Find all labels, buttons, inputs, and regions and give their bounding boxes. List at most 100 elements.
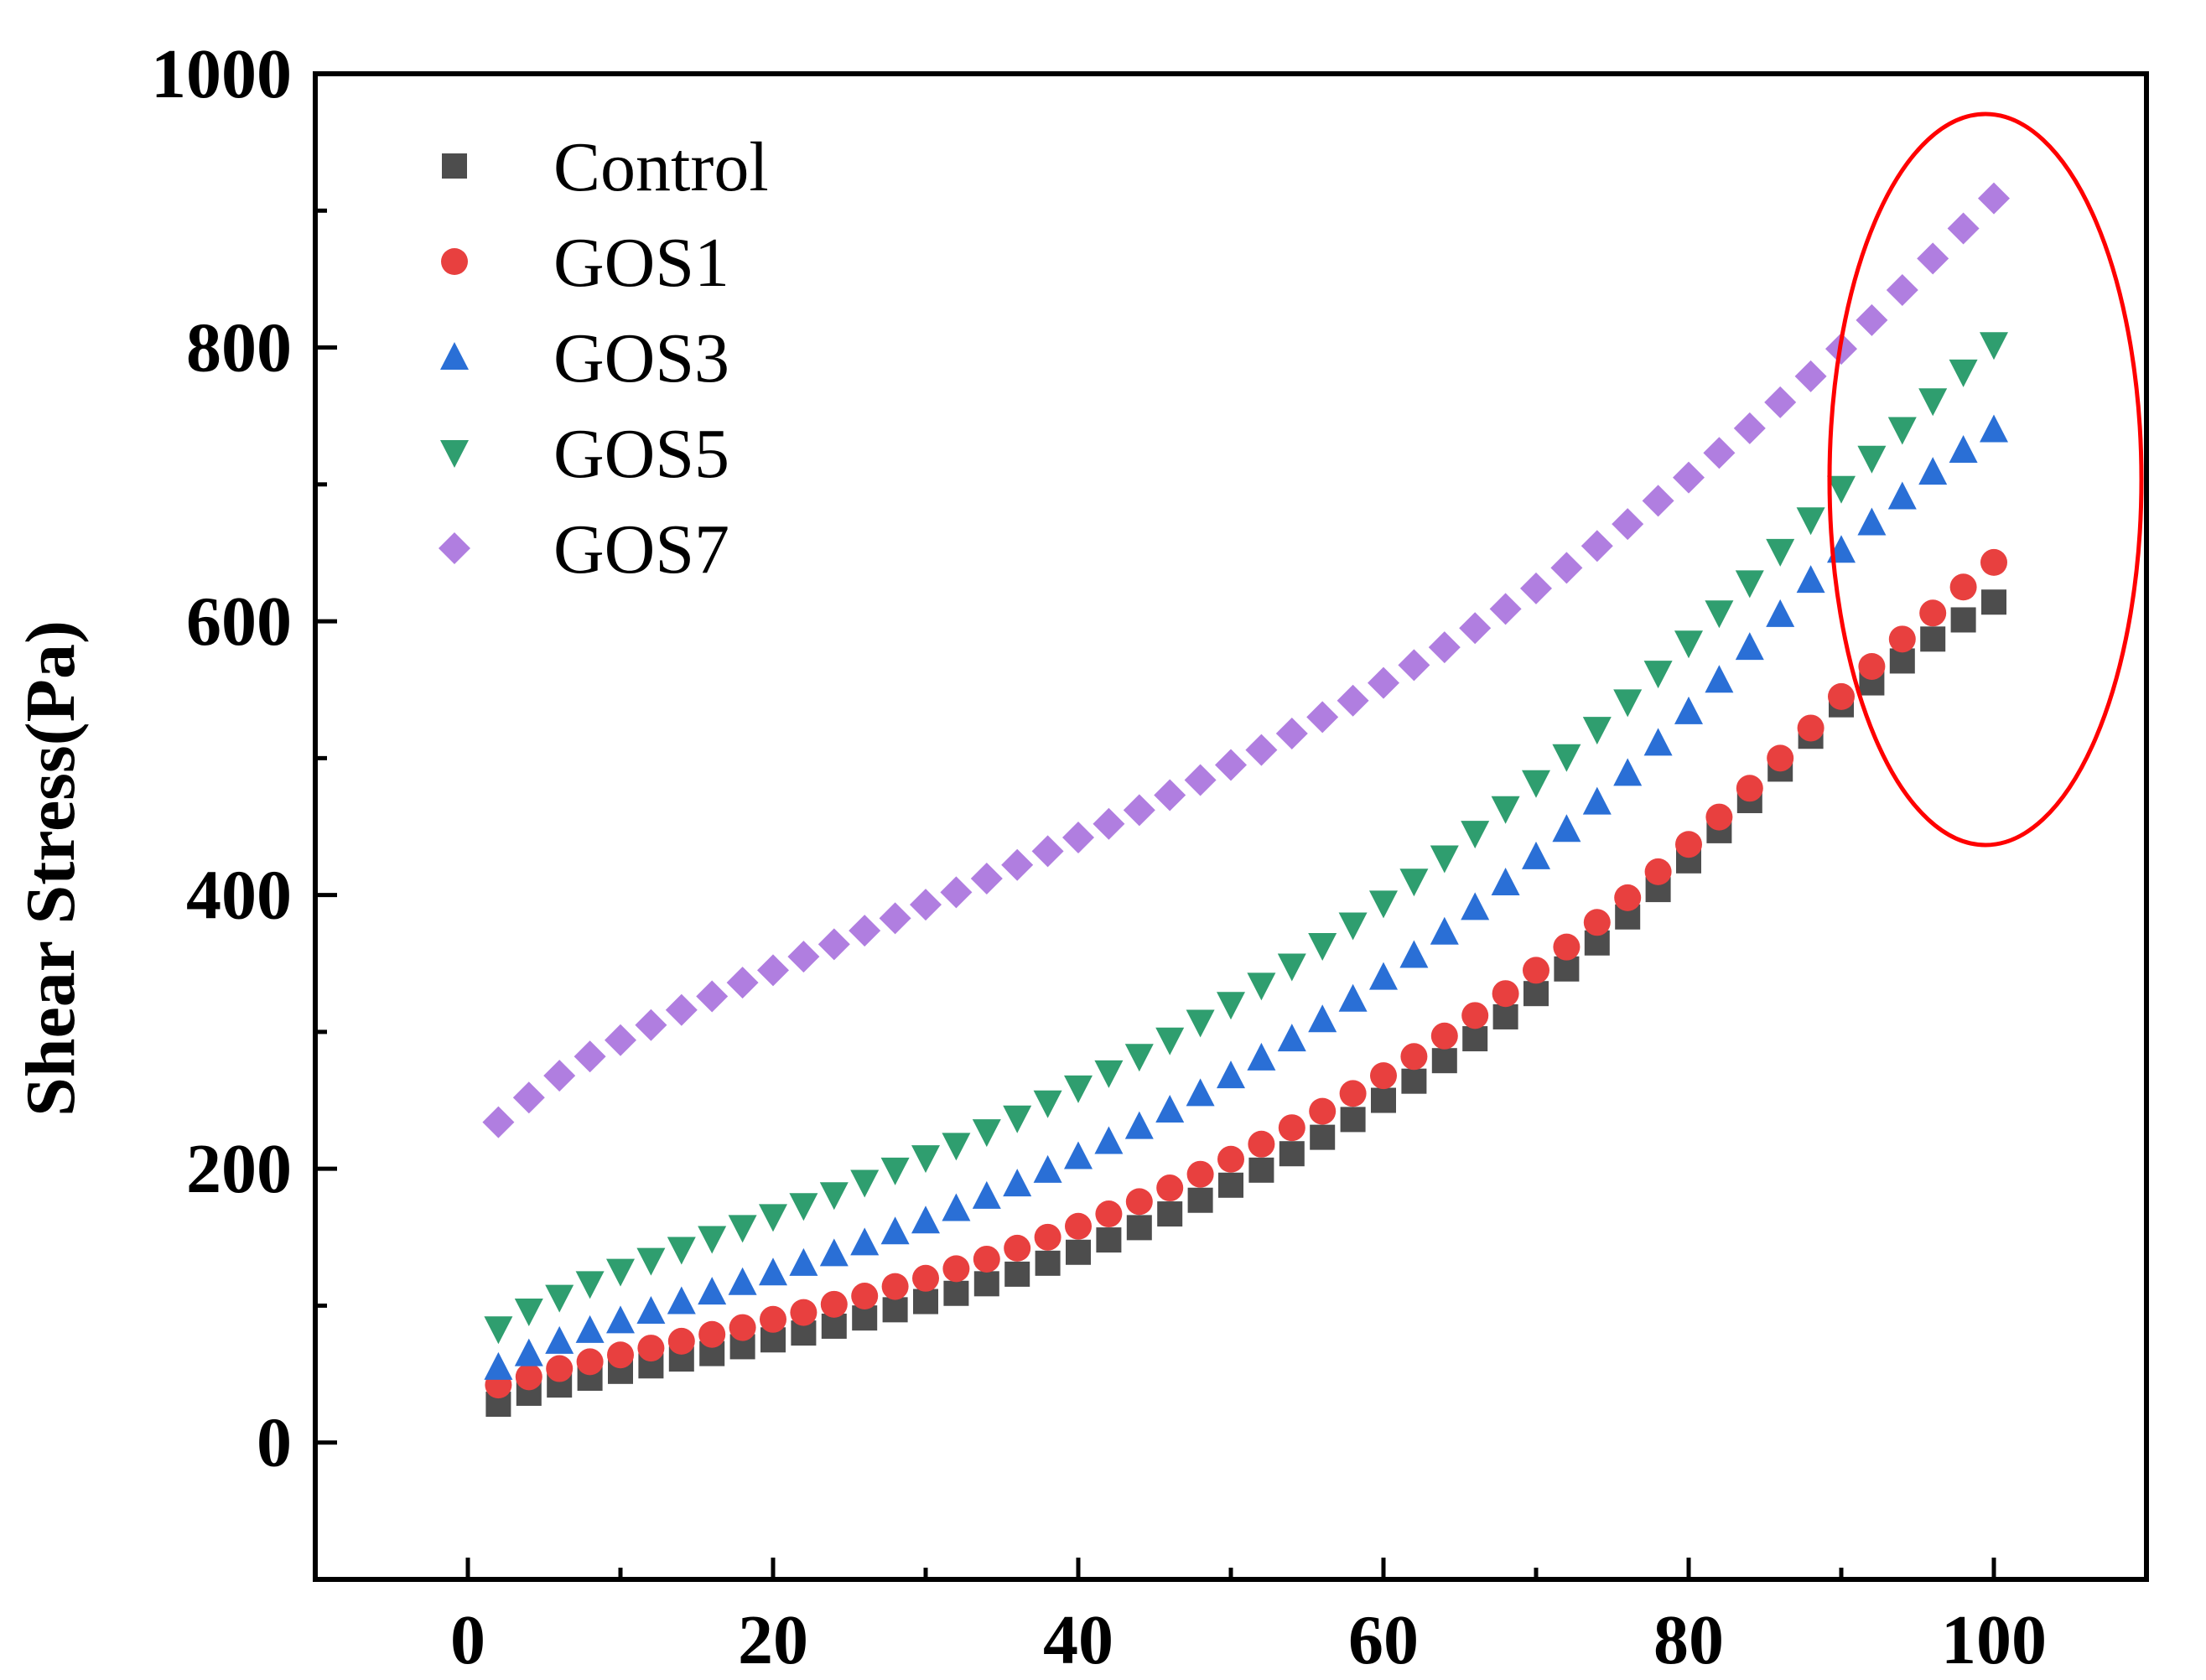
legend-marker — [440, 440, 469, 468]
data-point — [1033, 1154, 1062, 1183]
data-point — [1949, 435, 1978, 463]
data-point — [1156, 1174, 1184, 1202]
data-point — [515, 1363, 542, 1391]
data-point — [910, 889, 942, 921]
legend-item-control: Control — [442, 128, 769, 206]
data-point — [574, 1040, 606, 1073]
data-point — [576, 1348, 604, 1376]
data-point — [1643, 728, 1673, 756]
axes-layer: 0 200 400 600 800 1000 0 20 40 60 80 100 — [151, 35, 2047, 1679]
data-point — [1981, 589, 2006, 615]
data-point — [1552, 744, 1581, 772]
data-point — [1550, 552, 1583, 584]
data-point — [1735, 632, 1764, 661]
legend-marker — [442, 153, 467, 179]
data-point — [1705, 803, 1733, 831]
data-point — [818, 928, 850, 961]
data-point — [819, 1238, 849, 1267]
data-point — [787, 941, 820, 973]
data-point — [1187, 1187, 1213, 1213]
data-point — [973, 1245, 1000, 1273]
data-point — [545, 1284, 574, 1313]
data-point — [1065, 1212, 1092, 1240]
series-gos5 — [484, 332, 2008, 1345]
data-point — [972, 1119, 1001, 1148]
data-point — [1794, 360, 1827, 392]
data-point — [970, 863, 1003, 895]
data-point — [1522, 841, 1550, 869]
data-point — [1674, 630, 1703, 659]
data-point — [1003, 1169, 1032, 1197]
data-point — [850, 1169, 880, 1198]
data-point — [759, 1204, 787, 1232]
data-point — [484, 1316, 513, 1345]
data-point — [1644, 858, 1672, 885]
data-point — [1918, 457, 1948, 485]
data-point — [1371, 1087, 1396, 1113]
data-point — [1123, 794, 1155, 827]
data-point — [1674, 696, 1703, 724]
legend-item-gos7: GOS7 — [439, 511, 729, 589]
legend-marker — [440, 342, 469, 370]
x-tick-label: 60 — [1348, 1601, 1419, 1679]
data-point — [1399, 940, 1429, 968]
legend-label: Control — [553, 128, 769, 206]
y-axis-title: Shear Stress(Pa) — [12, 620, 90, 1117]
data-point — [1856, 303, 1888, 336]
data-point — [1430, 845, 1459, 874]
data-point — [1217, 992, 1245, 1020]
legend-marker — [439, 532, 470, 564]
data-point — [667, 1327, 695, 1355]
x-tick-label: 40 — [1043, 1601, 1113, 1679]
data-point — [1613, 758, 1643, 786]
data-point — [1643, 661, 1673, 689]
data-point — [482, 1106, 515, 1138]
data-point — [1554, 956, 1580, 982]
data-point — [1218, 1172, 1243, 1198]
data-point — [1004, 1261, 1030, 1287]
data-point — [1217, 1145, 1244, 1173]
data-point — [726, 967, 759, 999]
data-point — [911, 1145, 940, 1174]
data-point — [1523, 957, 1549, 984]
data-point — [1430, 916, 1459, 945]
data-point — [881, 1273, 909, 1300]
data-point — [880, 1157, 910, 1185]
data-point — [973, 1271, 999, 1297]
data-point — [760, 1305, 786, 1333]
data-point — [1096, 1227, 1122, 1253]
data-point — [1279, 1141, 1305, 1167]
data-point — [728, 1267, 757, 1295]
data-point — [1673, 461, 1705, 494]
data-point — [1947, 212, 1980, 245]
data-point — [759, 1257, 787, 1286]
data-point — [1858, 652, 1886, 680]
data-point — [1124, 1044, 1154, 1072]
data-point — [1583, 909, 1611, 936]
data-point — [1001, 848, 1034, 881]
data-point — [1184, 764, 1217, 796]
data-point — [1553, 933, 1581, 961]
data-point — [820, 1290, 848, 1318]
data-point — [1430, 1022, 1458, 1050]
data-point — [607, 1341, 634, 1369]
data-point — [1186, 1078, 1215, 1107]
data-point — [1245, 734, 1278, 766]
data-point — [1949, 359, 1978, 387]
y-tick-label: 200 — [186, 1130, 292, 1208]
data-point — [1520, 572, 1552, 604]
data-point — [850, 1227, 880, 1256]
data-point — [1308, 933, 1337, 962]
data-point — [1461, 1002, 1489, 1029]
data-point — [1492, 980, 1519, 1008]
data-point — [698, 1320, 726, 1348]
data-point — [1950, 607, 1976, 633]
data-point — [1980, 548, 2007, 576]
data-point — [605, 1024, 636, 1056]
data-point — [635, 1009, 667, 1041]
data-point — [1217, 1060, 1245, 1089]
data-point — [849, 915, 881, 947]
data-point — [1247, 972, 1276, 1001]
data-point — [1248, 1157, 1274, 1183]
